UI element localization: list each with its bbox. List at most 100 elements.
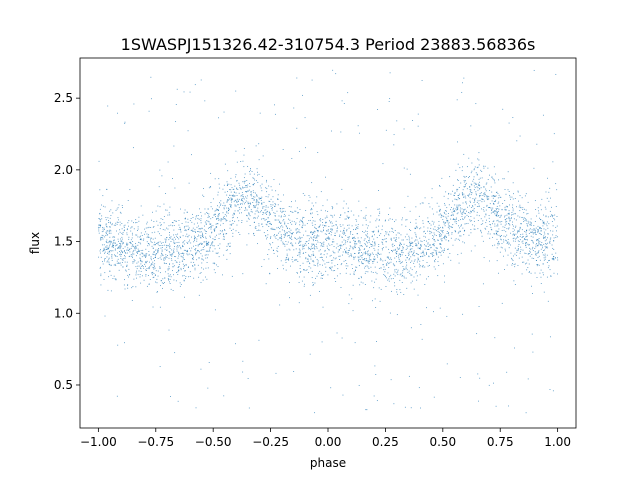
data-point xyxy=(321,231,323,233)
data-point xyxy=(430,227,432,229)
data-point xyxy=(537,225,539,227)
data-point xyxy=(176,242,178,243)
data-point xyxy=(282,241,284,243)
data-point xyxy=(115,224,117,226)
data-point xyxy=(499,217,501,218)
data-point xyxy=(200,231,202,233)
data-point xyxy=(538,241,540,243)
data-point xyxy=(310,267,312,269)
data-point xyxy=(290,222,291,224)
data-point xyxy=(438,231,440,233)
data-point xyxy=(262,207,264,209)
data-point xyxy=(354,256,356,258)
data-point xyxy=(218,183,220,185)
data-point xyxy=(152,247,154,249)
data-point xyxy=(372,272,374,273)
data-point xyxy=(348,224,350,226)
data-point xyxy=(243,177,245,179)
data-point xyxy=(442,230,444,231)
data-point xyxy=(114,239,116,241)
data-point xyxy=(471,170,473,172)
data-point xyxy=(103,227,105,229)
data-point xyxy=(106,248,108,250)
data-point xyxy=(371,244,373,246)
data-point xyxy=(539,241,541,243)
data-point xyxy=(280,260,282,262)
data-point xyxy=(200,249,202,251)
x-tick-label: −1.00 xyxy=(80,435,117,449)
data-point xyxy=(457,197,459,199)
data-point xyxy=(124,255,125,256)
data-point xyxy=(435,250,436,252)
data-point xyxy=(152,226,154,228)
data-point xyxy=(492,236,494,238)
data-point xyxy=(378,244,380,245)
data-point xyxy=(107,251,109,253)
data-point xyxy=(301,237,303,239)
data-point xyxy=(435,230,437,232)
data-point xyxy=(320,272,322,274)
data-point xyxy=(272,242,274,244)
data-point xyxy=(342,224,344,226)
data-point xyxy=(464,216,466,218)
data-point xyxy=(146,221,148,223)
data-point xyxy=(456,213,458,215)
data-point xyxy=(336,230,338,231)
data-point xyxy=(198,208,200,210)
data-point xyxy=(405,266,407,268)
data-point xyxy=(166,246,168,248)
data-point xyxy=(368,261,370,263)
data-point xyxy=(372,245,374,247)
data-point xyxy=(166,255,168,256)
data-point xyxy=(465,185,466,187)
data-point xyxy=(246,185,247,186)
data-point xyxy=(261,218,262,220)
data-point xyxy=(169,232,170,233)
data-point xyxy=(145,261,147,262)
data-point xyxy=(535,259,537,261)
data-point xyxy=(127,249,129,251)
data-point xyxy=(474,225,476,227)
data-point xyxy=(322,264,323,266)
data-point xyxy=(164,248,166,250)
data-point xyxy=(542,220,544,222)
data-point xyxy=(496,225,498,227)
data-point xyxy=(183,243,185,245)
data-point xyxy=(454,230,456,232)
data-point xyxy=(402,274,403,276)
data-point xyxy=(291,239,293,240)
data-point xyxy=(337,226,338,228)
data-point xyxy=(458,205,460,207)
data-point xyxy=(183,249,185,251)
data-point xyxy=(477,189,479,191)
data-point xyxy=(149,279,151,280)
data-point xyxy=(547,300,549,302)
data-point xyxy=(206,243,208,244)
data-point xyxy=(209,250,211,252)
data-point xyxy=(447,256,449,258)
data-point xyxy=(152,238,154,240)
data-point xyxy=(330,387,332,389)
data-point xyxy=(317,262,319,264)
data-point xyxy=(278,219,280,221)
data-point xyxy=(462,189,464,191)
data-point xyxy=(233,201,235,203)
data-point xyxy=(366,251,368,253)
data-point xyxy=(481,208,482,210)
data-point xyxy=(234,200,236,201)
data-point xyxy=(409,173,411,175)
data-point xyxy=(283,215,285,217)
data-point xyxy=(150,259,152,261)
data-point xyxy=(354,270,356,272)
data-point xyxy=(323,229,324,231)
data-point xyxy=(493,211,495,213)
data-point xyxy=(194,230,196,232)
data-point xyxy=(365,270,367,272)
data-point xyxy=(493,196,495,197)
data-point xyxy=(514,247,516,249)
data-point xyxy=(546,197,548,199)
data-point xyxy=(396,120,398,122)
data-point xyxy=(485,190,487,192)
data-point xyxy=(145,275,147,277)
data-point xyxy=(530,223,532,225)
